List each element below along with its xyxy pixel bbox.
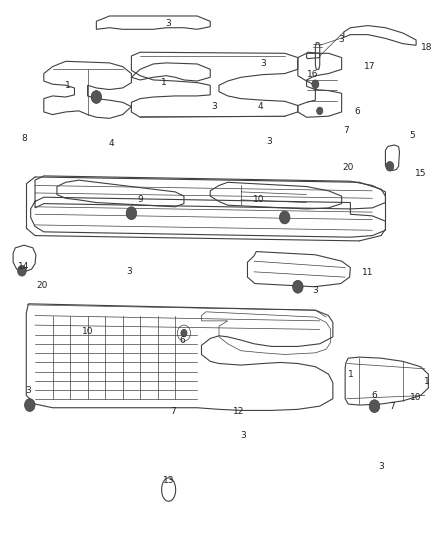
Text: 3: 3	[25, 386, 32, 394]
Text: 6: 6	[371, 391, 378, 400]
Circle shape	[91, 91, 102, 103]
Text: 13: 13	[163, 477, 174, 485]
Text: 16: 16	[307, 70, 319, 79]
Text: 4: 4	[109, 140, 114, 148]
Text: 9: 9	[137, 196, 143, 204]
Circle shape	[317, 107, 323, 115]
Text: 10: 10	[410, 393, 422, 401]
Text: 17: 17	[364, 62, 376, 71]
Circle shape	[279, 211, 290, 224]
Circle shape	[293, 280, 303, 293]
Text: 3: 3	[378, 462, 384, 471]
Text: 1: 1	[161, 78, 167, 87]
Text: 7: 7	[343, 126, 349, 135]
Text: 15: 15	[415, 169, 426, 177]
Text: 5: 5	[409, 132, 415, 140]
Text: 20: 20	[36, 281, 47, 289]
Text: 3: 3	[212, 102, 218, 111]
Circle shape	[312, 80, 319, 88]
Text: 7: 7	[389, 402, 395, 410]
Text: 3: 3	[260, 60, 266, 68]
Text: 12: 12	[233, 407, 244, 416]
Circle shape	[181, 329, 187, 337]
Circle shape	[18, 265, 26, 276]
Text: 1: 1	[424, 377, 430, 385]
Text: 6: 6	[179, 336, 185, 344]
Text: 4: 4	[258, 102, 263, 111]
Text: 3: 3	[339, 36, 345, 44]
Text: 3: 3	[240, 431, 246, 440]
Text: 14: 14	[18, 262, 30, 271]
Text: 8: 8	[21, 134, 27, 143]
Text: 11: 11	[362, 269, 374, 277]
Text: 18: 18	[421, 44, 433, 52]
Text: 3: 3	[312, 286, 318, 295]
Text: 3: 3	[166, 20, 172, 28]
Circle shape	[369, 400, 380, 413]
Text: 1: 1	[65, 81, 71, 90]
Text: 7: 7	[170, 407, 176, 416]
Circle shape	[386, 161, 394, 171]
Text: 10: 10	[82, 327, 93, 336]
Circle shape	[126, 207, 137, 220]
Text: 3: 3	[126, 268, 132, 276]
Circle shape	[25, 399, 35, 411]
Text: 10: 10	[253, 196, 264, 204]
Text: 3: 3	[266, 137, 272, 146]
Text: 6: 6	[354, 108, 360, 116]
Text: 1: 1	[347, 370, 353, 378]
Text: 20: 20	[343, 164, 354, 172]
